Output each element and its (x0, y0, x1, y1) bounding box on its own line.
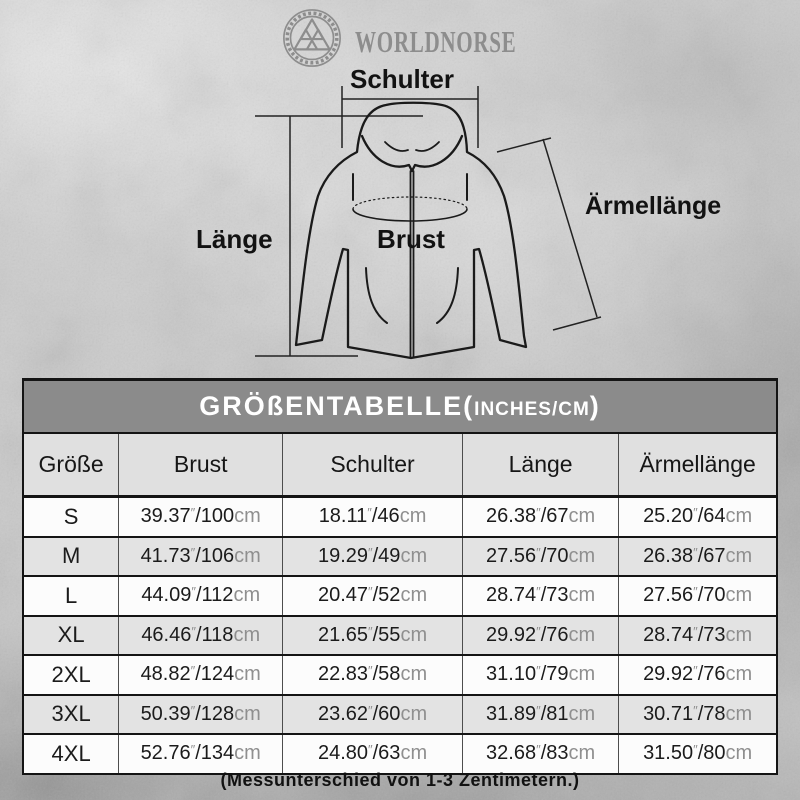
table-row-s: S 39.37″/100cm 18.11″/46cm 26.38″/67cm 2… (24, 496, 776, 537)
title-main: GRÖßENTABELLE( (199, 391, 475, 421)
table-row-m: M 41.73″/106cm 19.29″/49cm 27.56″/70cm 2… (24, 535, 776, 576)
column-header-aermellaenge: Ärmellänge (618, 434, 776, 498)
brust-cell: 50.39″/128cm (118, 693, 283, 734)
laenge-cell: 26.38″/67cm (461, 496, 619, 537)
brust-cell: 48.82″/124cm (118, 654, 283, 695)
table-row-l: L 44.09″/112cm 20.47″/52cm 28.74″/73cm 2… (24, 575, 776, 616)
laenge-cell: 31.89″/81cm (461, 693, 619, 734)
column-header-laenge: Länge (461, 434, 619, 498)
column-header-schulter: Schulter (282, 434, 463, 498)
laenge-cell: 28.74″/73cm (461, 575, 619, 616)
aermellaenge-cell: 30.71″/78cm (618, 693, 776, 734)
table-row-3xl: 3XL 50.39″/128cm 23.62″/60cm 31.89″/81cm… (24, 693, 776, 734)
schulter-cell: 23.62″/60cm (282, 693, 463, 734)
size-chart: GRÖßENTABELLE(INCHES/CM) Größe Brust Sch… (22, 378, 778, 775)
aermellaenge-cell: 29.92″/76cm (618, 654, 776, 695)
size-cell: 3XL (24, 693, 119, 734)
brust-cell: 41.73″/106cm (118, 535, 283, 576)
shoulder-label: Schulter (349, 64, 455, 94)
column-header-brust: Brust (118, 434, 283, 498)
jacket-outline (294, 101, 528, 360)
aermellaenge-cell: 25.20″/64cm (618, 496, 776, 537)
table-row-xl: XL 46.46″/118cm 21.65″/55cm 29.92″/76cm … (24, 614, 776, 655)
jacket-line-drawing (255, 86, 602, 360)
size-cell: XL (24, 614, 119, 655)
table-row-4xl: 4XL 52.76″/134cm 24.80″/63cm 32.68″/83cm… (24, 733, 776, 773)
laenge-cell: 27.56″/70cm (461, 535, 619, 576)
schulter-cell: 22.83″/58cm (282, 654, 463, 695)
aermellaenge-cell: 26.38″/67cm (618, 535, 776, 576)
size-chart-table: Größe Brust Schulter Länge Ärmellänge S … (24, 434, 776, 773)
size-cell: M (24, 535, 119, 576)
schulter-cell: 21.65″/55cm (282, 614, 463, 655)
table-row-2xl: 2XL 48.82″/124cm 22.83″/58cm 31.10″/79cm… (24, 654, 776, 695)
table-header-row: Größe Brust Schulter Länge Ärmellänge (24, 434, 776, 498)
laenge-cell: 31.10″/79cm (461, 654, 619, 695)
brust-cell: 44.09″/112cm (118, 575, 283, 616)
size-cell: L (24, 575, 119, 616)
length-label: Länge (196, 224, 273, 254)
brust-cell: 46.46″/118cm (118, 614, 283, 655)
schulter-cell: 18.11″/46cm (282, 496, 463, 537)
laenge-cell: 29.92″/76cm (461, 614, 619, 655)
brand-wordmark: WORLDNORSE (355, 24, 517, 59)
valknut-emblem-icon (283, 9, 341, 67)
aermellaenge-cell: 31.50″/80cm (618, 733, 776, 773)
schulter-cell: 20.47″/52cm (282, 575, 463, 616)
sleeve-length-label: Ärmellänge (585, 192, 722, 220)
measurement-disclaimer: (Messunterschied von 1-3 Zentimetern.) (220, 770, 580, 790)
brand-header: WORLDNORSE (281, 7, 516, 69)
aermellaenge-cell: 27.56″/70cm (618, 575, 776, 616)
column-header-groesse: Größe (24, 434, 119, 498)
size-cell: S (63, 503, 79, 529)
brust-cell: 39.37″/100cm (118, 496, 283, 537)
size-cell: 2XL (24, 654, 119, 695)
chest-label: Brust (377, 224, 445, 254)
schulter-cell: 24.80″/63cm (282, 733, 463, 773)
size-cell: 4XL (24, 733, 119, 773)
measurement-lines (255, 86, 602, 357)
schulter-cell: 19.29″/49cm (282, 535, 463, 576)
aermellaenge-cell: 28.74″/73cm (618, 614, 776, 655)
laenge-cell: 32.68″/83cm (461, 733, 619, 773)
brust-cell: 52.76″/134cm (118, 733, 283, 773)
size-chart-title: GRÖßENTABELLE(INCHES/CM) (24, 381, 776, 434)
title-close: ) (589, 391, 601, 421)
title-units: INCHES/CM (474, 399, 590, 420)
